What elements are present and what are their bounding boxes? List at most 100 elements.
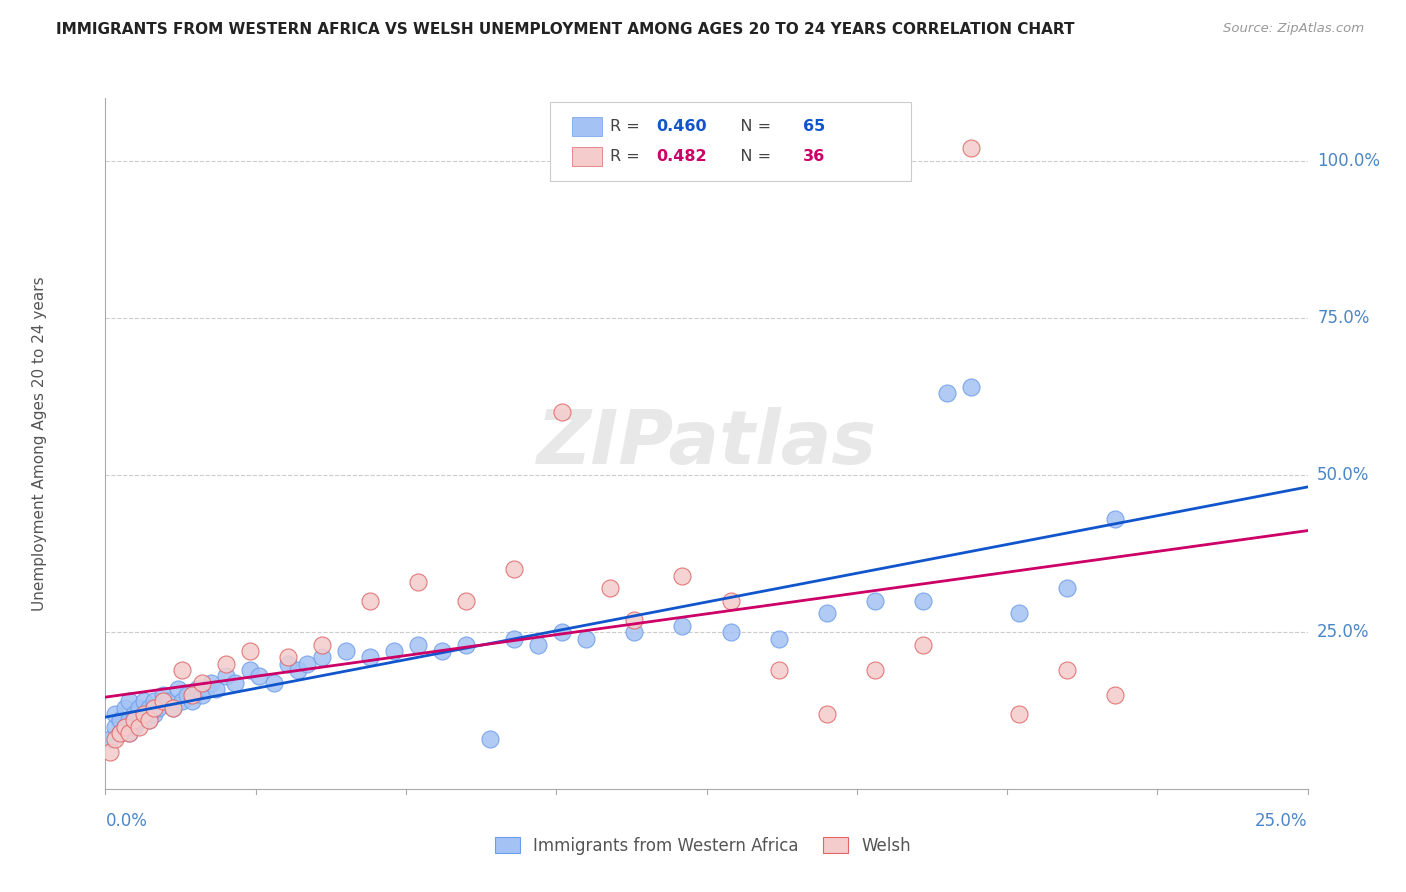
Point — [479, 732, 502, 747]
Point — [195, 681, 218, 696]
Point — [114, 720, 136, 734]
Point — [359, 594, 381, 608]
Point — [166, 681, 188, 696]
Point — [768, 632, 790, 646]
Point — [200, 675, 222, 690]
Text: ZIPatlas: ZIPatlas — [537, 408, 876, 480]
Point — [277, 650, 299, 665]
Point — [172, 694, 194, 708]
Bar — [572, 146, 602, 166]
Point — [108, 726, 131, 740]
Text: 0.482: 0.482 — [657, 149, 707, 164]
Point — [768, 663, 790, 677]
Point — [863, 663, 886, 677]
Point — [936, 386, 959, 401]
Text: IMMIGRANTS FROM WESTERN AFRICA VS WELSH UNEMPLOYMENT AMONG AGES 20 TO 24 YEARS C: IMMIGRANTS FROM WESTERN AFRICA VS WELSH … — [56, 22, 1074, 37]
Point — [98, 745, 121, 759]
Point — [815, 706, 838, 721]
Text: R =: R = — [610, 119, 645, 134]
Text: Unemployment Among Ages 20 to 24 years: Unemployment Among Ages 20 to 24 years — [32, 277, 46, 611]
Point — [623, 613, 645, 627]
Point — [118, 714, 141, 728]
Point — [181, 688, 204, 702]
Point — [430, 644, 453, 658]
Point — [152, 688, 174, 702]
Point — [720, 625, 742, 640]
Point — [911, 594, 934, 608]
Bar — [572, 117, 602, 136]
Text: 65: 65 — [803, 119, 825, 134]
Point — [454, 594, 477, 608]
Point — [162, 700, 184, 714]
Point — [287, 663, 309, 677]
Point — [720, 594, 742, 608]
Text: 0.0%: 0.0% — [105, 812, 148, 830]
Point — [124, 720, 146, 734]
Point — [1008, 706, 1031, 721]
Text: 75.0%: 75.0% — [1317, 310, 1369, 327]
Point — [671, 568, 693, 582]
Point — [503, 632, 526, 646]
Text: 25.0%: 25.0% — [1317, 624, 1369, 641]
Point — [118, 726, 141, 740]
Text: R =: R = — [610, 149, 645, 164]
Point — [239, 663, 262, 677]
Point — [148, 700, 170, 714]
Point — [960, 141, 983, 155]
Point — [454, 638, 477, 652]
Point — [1008, 607, 1031, 621]
Point — [911, 638, 934, 652]
FancyBboxPatch shape — [550, 102, 911, 181]
Point — [128, 714, 150, 728]
Point — [1104, 512, 1126, 526]
Text: 0.460: 0.460 — [657, 119, 707, 134]
Point — [297, 657, 319, 671]
Point — [359, 650, 381, 665]
Point — [815, 607, 838, 621]
Point — [132, 706, 155, 721]
Point — [224, 675, 246, 690]
Point — [406, 638, 429, 652]
Point — [104, 720, 127, 734]
Text: Source: ZipAtlas.com: Source: ZipAtlas.com — [1223, 22, 1364, 36]
Point — [575, 632, 598, 646]
Point — [176, 688, 198, 702]
Point — [263, 675, 285, 690]
Point — [239, 644, 262, 658]
Point — [623, 625, 645, 640]
Point — [960, 380, 983, 394]
Point — [114, 720, 136, 734]
Text: 50.0%: 50.0% — [1317, 467, 1369, 484]
Point — [527, 638, 550, 652]
Point — [205, 681, 228, 696]
Point — [132, 706, 155, 721]
Point — [132, 694, 155, 708]
Text: 25.0%: 25.0% — [1256, 812, 1308, 830]
Point — [406, 575, 429, 590]
Point — [104, 706, 127, 721]
Point — [382, 644, 405, 658]
Text: 100.0%: 100.0% — [1317, 152, 1381, 170]
Point — [503, 562, 526, 576]
Point — [138, 714, 160, 728]
Point — [551, 405, 574, 419]
Point — [114, 700, 136, 714]
Point — [311, 638, 333, 652]
Point — [118, 726, 141, 740]
Point — [138, 700, 160, 714]
Point — [152, 694, 174, 708]
Point — [108, 714, 131, 728]
Point — [128, 700, 150, 714]
Point — [156, 694, 179, 708]
Point — [98, 732, 121, 747]
Point — [162, 700, 184, 714]
Point — [186, 681, 208, 696]
Point — [124, 714, 146, 728]
Text: N =: N = — [724, 119, 776, 134]
Point — [551, 625, 574, 640]
Point — [118, 694, 141, 708]
Point — [190, 688, 212, 702]
Point — [104, 732, 127, 747]
Point — [335, 644, 357, 658]
Point — [277, 657, 299, 671]
